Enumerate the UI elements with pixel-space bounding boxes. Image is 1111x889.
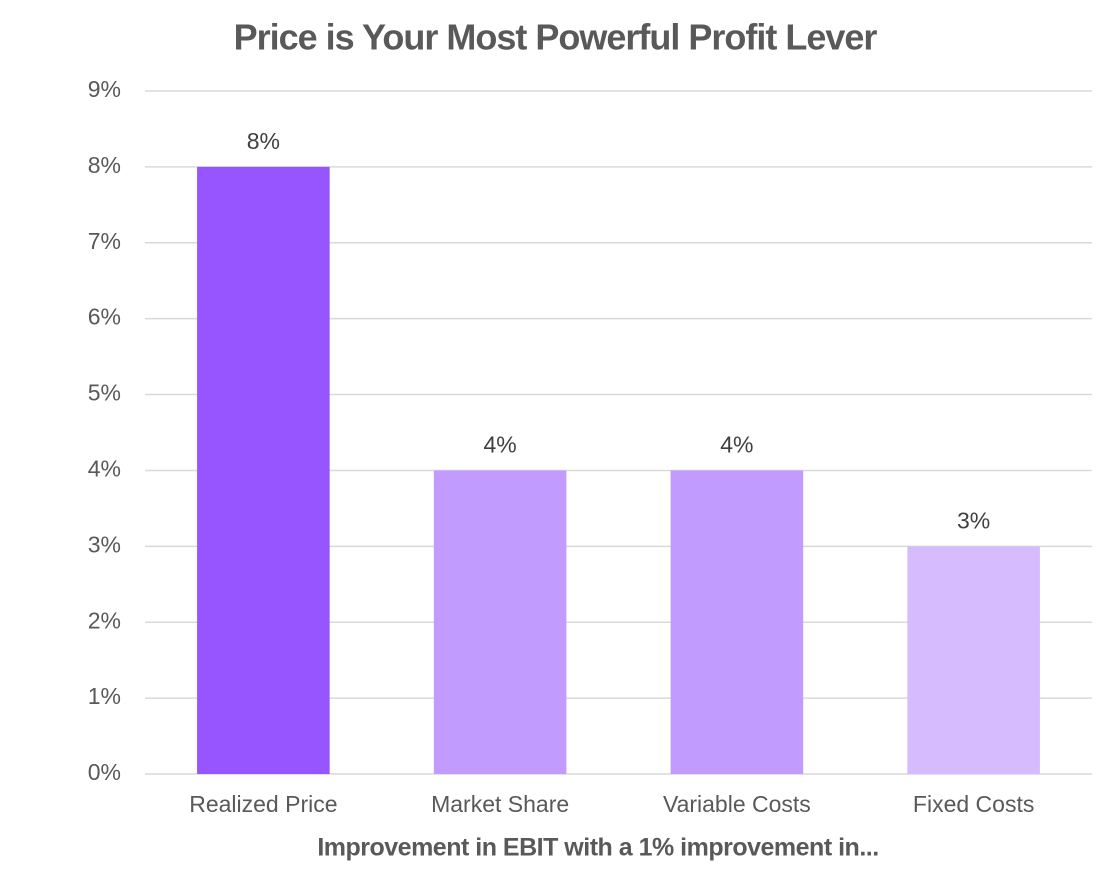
- y-tick-label: 5%: [88, 380, 121, 406]
- bar: [197, 166, 330, 774]
- y-tick-label: 9%: [88, 76, 121, 102]
- bar: [907, 546, 1040, 774]
- y-tick-label: 0%: [88, 759, 121, 785]
- value-label: 3%: [957, 507, 990, 533]
- value-label: 8%: [247, 128, 280, 154]
- y-tick-label: 8%: [88, 152, 121, 178]
- y-tick-label: 1%: [88, 683, 121, 709]
- y-tick-label: 7%: [88, 228, 121, 254]
- chart-title: Price is Your Most Powerful Profit Lever: [234, 17, 878, 58]
- bar: [670, 470, 804, 774]
- value-label: 4%: [484, 432, 517, 458]
- x-tick-label: Fixed Costs: [913, 791, 1034, 817]
- x-tick-label: Variable Costs: [663, 791, 811, 817]
- x-tick-label: Market Share: [431, 791, 569, 817]
- y-tick-label: 2%: [88, 607, 121, 633]
- y-tick-label: 4%: [88, 456, 121, 482]
- y-tick-label: 3%: [88, 531, 121, 557]
- bar: [433, 470, 567, 774]
- value-label: 4%: [720, 432, 753, 458]
- x-tick-label: Realized Price: [189, 791, 337, 817]
- y-tick-label: 6%: [88, 304, 121, 330]
- x-axis-title: Improvement in EBIT with a 1% improvemen…: [317, 834, 878, 862]
